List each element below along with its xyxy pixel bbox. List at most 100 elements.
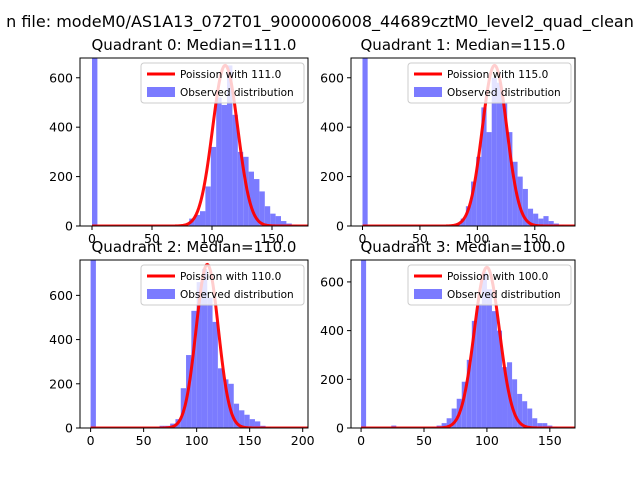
histogram-bar [237, 151, 244, 226]
x-tick-label: 100 [200, 231, 224, 246]
y-tick-label: 200 [49, 376, 73, 391]
histogram-bar [461, 381, 467, 428]
histogram-bar [205, 186, 211, 226]
y-tick-label: 400 [49, 120, 73, 135]
histogram-bar [216, 97, 222, 226]
histogram-bar [548, 221, 554, 226]
histogram-bar [502, 367, 508, 428]
histogram-bar [451, 408, 457, 428]
histogram-bar [527, 408, 533, 428]
subplot-title: Quadrant 0: Median=111.0 [92, 36, 297, 54]
histogram-bar [217, 368, 224, 428]
legend-label-poisson: Poission with 111.0 [180, 69, 281, 81]
histogram-bar [270, 213, 276, 226]
histogram-bar [446, 418, 452, 428]
legend-patch-icon [147, 289, 175, 299]
x-tick-label: 100 [185, 433, 209, 448]
histogram-bar [532, 418, 538, 428]
y-tick-label: 400 [320, 323, 344, 338]
histogram-bar [491, 311, 497, 428]
histogram-bar [527, 208, 534, 226]
legend-label-poisson: Poission with 115.0 [447, 69, 548, 81]
histogram-bar [196, 282, 202, 428]
x-tick-label: 150 [523, 231, 547, 246]
legend-box [407, 264, 572, 306]
y-tick-label: 600 [49, 70, 73, 85]
legend: Poission with 110.0 Observed distribution [140, 264, 305, 306]
subplot-quadrant-1: 0 50 100 150 0 200 400 600 Quadrant 1: Median=11… [320, 36, 576, 246]
histogram-bar [239, 410, 245, 428]
y-tick-label: 600 [320, 70, 344, 85]
histogram-bar [207, 297, 213, 428]
histogram-bar [221, 104, 227, 226]
histogram-bar [522, 401, 528, 428]
x-tick-label: 50 [136, 433, 152, 448]
plot-area [91, 58, 308, 226]
histogram-bar [486, 289, 492, 428]
y-tick-label: 200 [49, 169, 73, 184]
histogram-bar [507, 132, 513, 226]
histogram-bar [254, 179, 260, 226]
histogram-bar [92, 58, 98, 226]
histogram-bar [194, 214, 200, 226]
axes-frame [350, 259, 576, 429]
histogram-bar [543, 216, 549, 226]
histogram-bar [481, 107, 487, 226]
histogram-bar [522, 188, 528, 226]
legend-label-observed: Observed distribution [447, 289, 561, 301]
histogram-bar [254, 421, 261, 428]
y-tick-label: 200 [320, 169, 344, 184]
histogram-bar [542, 423, 548, 428]
histogram-bar [537, 423, 543, 428]
legend-box [140, 62, 305, 104]
histogram-bar [517, 393, 523, 428]
histogram-bar [191, 310, 197, 428]
y-tick-label: 0 [65, 421, 73, 436]
histogram-bar [200, 211, 206, 226]
legend: Poission with 115.0 Observed distribution [407, 62, 572, 104]
y-tick-label: 600 [49, 288, 73, 303]
legend-patch-icon [414, 87, 442, 97]
histogram-bar [496, 82, 503, 226]
histogram-bar [244, 414, 250, 428]
legend-patch-icon [414, 289, 442, 299]
x-tick-label: 150 [260, 231, 284, 246]
histogram-bar [90, 260, 96, 428]
histogram-bar [248, 171, 254, 226]
legend-label-poisson: Poission with 100.0 [447, 271, 548, 283]
histogram-bar [281, 221, 287, 226]
x-tick-label: 0 [87, 433, 95, 448]
histogram-bar [517, 176, 523, 226]
y-tick-label: 0 [336, 219, 344, 234]
histogram-bar [466, 359, 472, 428]
histogram-bar [259, 191, 265, 226]
histogram-bar [496, 330, 503, 428]
histogram-bar [465, 206, 472, 226]
histogram-bar [212, 321, 218, 428]
legend: Poission with 100.0 Observed distribution [407, 264, 572, 306]
histogram-bar [471, 181, 477, 226]
y-tick-label: 400 [320, 120, 344, 135]
x-tick-label: 50 [416, 433, 432, 448]
axes-frame [350, 57, 576, 227]
y-tick-label: 0 [65, 219, 73, 234]
subplot-title: Quadrant 1: Median=115.0 [361, 36, 566, 54]
x-tick-label: 50 [144, 231, 160, 246]
subplot-quadrant-0: 0 50 100 150 0 200 400 600 Quadrant 0: Median=11… [49, 36, 309, 246]
legend-label-poisson: Poission with 110.0 [180, 271, 281, 283]
x-tick-label: 0 [88, 231, 96, 246]
plot-area [361, 58, 575, 226]
histogram-bar [275, 216, 281, 226]
legend-patch-icon [147, 87, 175, 97]
histogram-bar [228, 383, 234, 428]
histogram-bar [481, 272, 487, 428]
x-tick-label: 150 [238, 433, 262, 448]
x-tick-label: 0 [357, 433, 365, 448]
y-tick-label: 400 [49, 332, 73, 347]
legend-label-observed: Observed distribution [180, 289, 294, 301]
x-tick-label: 100 [475, 433, 499, 448]
histogram-bar [491, 77, 497, 226]
histogram-bar [486, 132, 492, 226]
histogram-bar [538, 218, 544, 226]
